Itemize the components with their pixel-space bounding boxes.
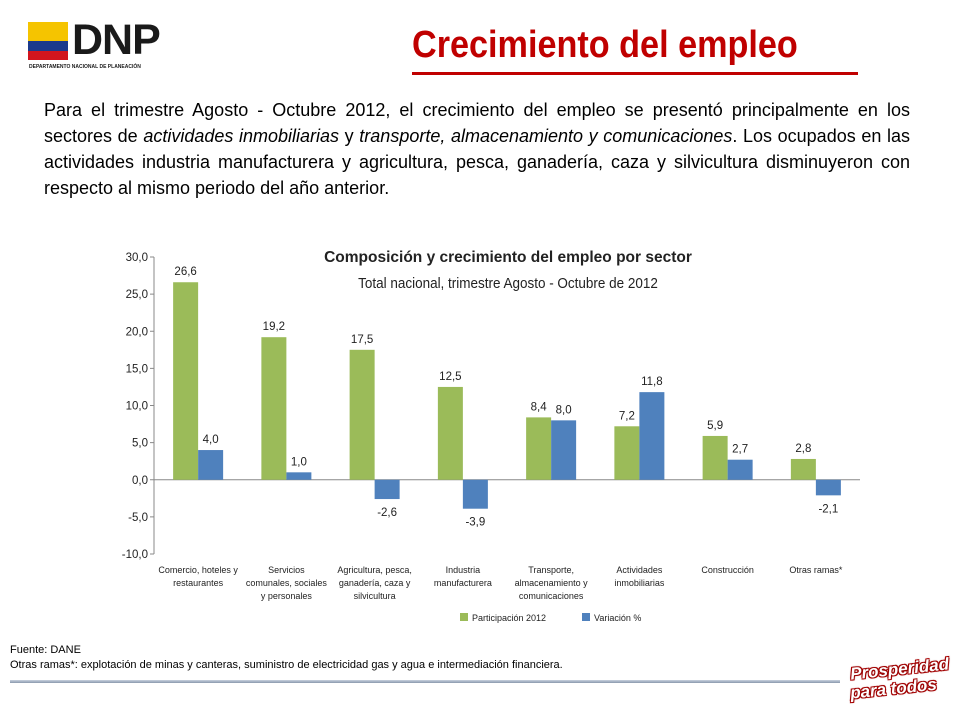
data-label: 11,8	[641, 376, 663, 388]
y-tick-label: 15,0	[126, 363, 148, 375]
category-label: Transporte,	[528, 565, 574, 575]
category-label: almacenamiento y	[515, 578, 589, 588]
legend-label: Participación 2012	[472, 613, 546, 623]
data-label: 26,6	[174, 266, 196, 278]
y-tick-label: -5,0	[128, 512, 148, 524]
footer-divider	[10, 680, 840, 683]
footer: Fuente: DANE Otras ramas*: explotación d…	[10, 643, 563, 673]
intro-paragraph: Para el trimestre Agosto - Octubre 2012,…	[44, 97, 910, 201]
intro-segment-4: . Los ocupados en las actividades indust…	[44, 126, 910, 198]
bar-participacion	[790, 458, 816, 480]
y-tick-label: 25,0	[126, 289, 148, 301]
bar-participacion	[173, 282, 199, 480]
y-tick-label: 0,0	[132, 475, 148, 487]
source-note: Fuente: DANE	[10, 644, 81, 656]
bar-variacion	[815, 479, 841, 496]
category-label: inmobiliarias	[614, 578, 665, 588]
bar-participacion	[614, 426, 640, 480]
category-label: comunales, sociales	[246, 578, 328, 588]
bar-variacion	[462, 479, 488, 509]
bar-participacion	[261, 337, 287, 480]
category-label: Servicios	[268, 565, 305, 575]
data-label: -2,1	[818, 503, 838, 515]
bar-variacion	[198, 450, 224, 480]
slide-title: Crecimiento del empleo	[412, 24, 798, 66]
bar-variacion	[551, 420, 577, 480]
category-label: Industria	[446, 565, 481, 575]
bar-participacion	[702, 435, 728, 480]
intro-segment-1: actividades inmobiliarias	[143, 126, 340, 146]
intro-segment-2: y	[339, 126, 360, 146]
data-label: 8,4	[531, 401, 548, 413]
category-label: silvicultura	[354, 591, 396, 601]
y-tick-label: -10,0	[122, 549, 148, 561]
legend-label: Variación %	[594, 613, 641, 623]
data-label: 8,0	[556, 404, 572, 416]
title-underline	[412, 72, 858, 75]
logo-word: DNP	[72, 16, 161, 64]
data-label: 7,2	[619, 410, 635, 422]
bar-participacion	[349, 349, 375, 480]
bar-participacion	[526, 417, 552, 480]
y-tick-label: 20,0	[126, 326, 148, 338]
legend-swatch	[582, 613, 590, 621]
logo-subtitle: DEPARTAMENTO NACIONAL DE PLANEACIÓN	[29, 64, 141, 70]
category-label: Comercio, hoteles y	[158, 565, 238, 575]
colombia-flag-icon	[28, 22, 68, 60]
data-label: -3,9	[465, 517, 485, 529]
data-label: 1,0	[291, 456, 307, 468]
bar-variacion	[639, 392, 665, 480]
bar-variacion	[286, 472, 312, 480]
bar-variacion	[727, 459, 753, 480]
y-tick-label: 30,0	[126, 252, 148, 264]
chart-subtitle: Total nacional, trimestre Agosto - Octub…	[358, 275, 658, 292]
category-label: restaurantes	[173, 578, 224, 588]
category-label: Otras ramas*	[789, 565, 843, 575]
data-label: -2,6	[377, 507, 397, 519]
data-label: 4,0	[203, 434, 219, 446]
dnp-logo: DNP DEPARTAMENTO NACIONAL DE PLANEACIÓN	[28, 16, 180, 72]
category-label: ganadería, caza y	[339, 578, 411, 588]
category-label: comunicaciones	[519, 591, 584, 601]
category-label: y personales	[261, 591, 313, 601]
data-label: 17,5	[351, 334, 373, 346]
prosperidad-badge: Prosperidad para todos	[849, 654, 950, 702]
category-label: manufacturera	[434, 578, 492, 588]
y-tick-label: 10,0	[126, 401, 148, 413]
legend-swatch	[460, 613, 468, 621]
data-label: 2,7	[732, 444, 748, 456]
category-label: Construcción	[701, 565, 754, 575]
other-branches-note: Otras ramas*: explotación de minas y can…	[10, 659, 563, 671]
chart-title: Composición y crecimiento del empleo por…	[324, 249, 692, 266]
category-label: Agricultura, pesca,	[337, 565, 412, 575]
data-label: 5,9	[707, 420, 723, 432]
data-label: 12,5	[439, 371, 461, 383]
employment-bar-chart: Composición y crecimiento del empleo por…	[122, 249, 860, 623]
data-label: 19,2	[263, 321, 285, 333]
bar-variacion	[374, 479, 400, 500]
intro-segment-0: Para el trimestre Agosto - Octubre 2012,…	[44, 100, 910, 146]
intro-segment-3: transporte, almacenamiento y comunicacio…	[359, 126, 733, 146]
data-label: 2,8	[795, 443, 811, 455]
y-tick-label: 5,0	[132, 438, 148, 450]
bar-participacion	[437, 386, 463, 480]
category-label: Actividades	[616, 565, 663, 575]
